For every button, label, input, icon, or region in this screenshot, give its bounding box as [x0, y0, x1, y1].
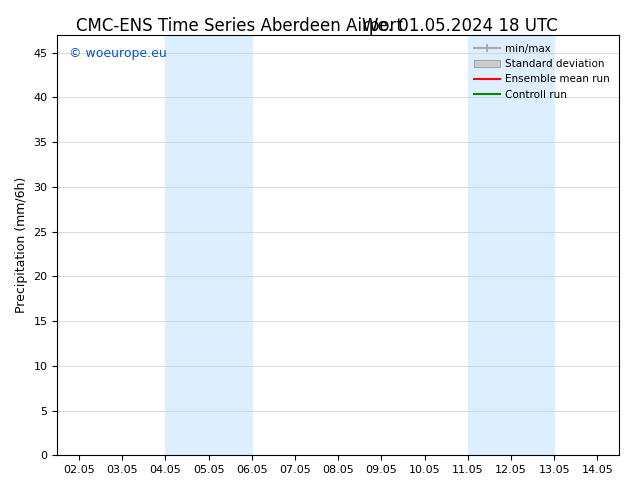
Y-axis label: Precipitation (mm/6h): Precipitation (mm/6h) [15, 177, 28, 313]
Text: © woeurope.eu: © woeurope.eu [68, 47, 166, 60]
Bar [209, 35, 252, 455]
Text: CMC-ENS Time Series Aberdeen Airport: CMC-ENS Time Series Aberdeen Airport [76, 17, 403, 35]
Bar [468, 35, 511, 455]
Bar [165, 35, 209, 455]
Text: We. 01.05.2024 18 UTC: We. 01.05.2024 18 UTC [362, 17, 558, 35]
Legend: min/max, Standard deviation, Ensemble mean run, Controll run: min/max, Standard deviation, Ensemble me… [469, 40, 614, 104]
Bar [511, 35, 554, 455]
